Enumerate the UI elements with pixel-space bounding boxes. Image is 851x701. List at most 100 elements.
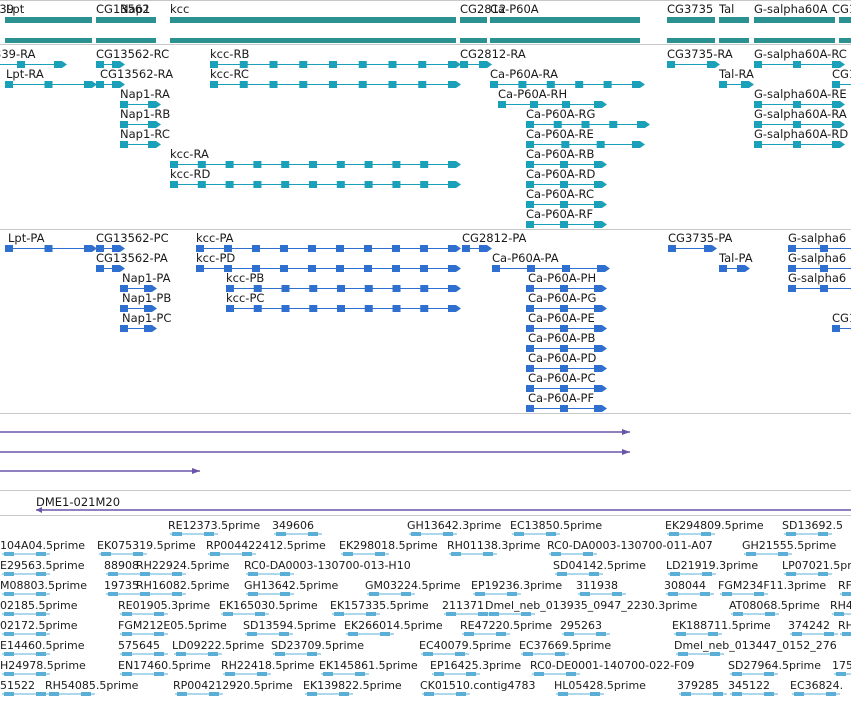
- est-label[interactable]: RH16082.5prime: [136, 579, 230, 592]
- est-label[interactable]: EK157335.5prime: [330, 599, 429, 612]
- est-label[interactable]: H24978.5prime: [0, 659, 86, 672]
- est-label[interactable]: 88908: [104, 559, 139, 572]
- est-feature[interactable]: LD09222.5prime: [172, 639, 264, 656]
- est-feature[interactable]: RH01138.3prime: [447, 539, 541, 556]
- transcript-feature-label[interactable]: CG13562-RA: [100, 67, 173, 81]
- est-feature[interactable]: RH22924.5prime: [136, 559, 230, 576]
- est-feature[interactable]: RE47220.5prime: [460, 619, 552, 636]
- protein-feature[interactable]: Ca-P60A-PD: [526, 351, 607, 372]
- gene-label[interactable]: CG3735: [667, 2, 713, 16]
- est-feature[interactable]: M08803.5prime: [0, 579, 87, 596]
- est-label[interactable]: EC40079.5prime: [419, 639, 511, 652]
- est-feature[interactable]: Dmel_neb_013447_0152_276: [674, 639, 837, 656]
- est-label[interactable]: 02185.5prime: [0, 599, 78, 612]
- est-feature[interactable]: RH: [838, 619, 851, 636]
- protein-feature-label[interactable]: Ca-P60A-PF: [528, 391, 594, 405]
- transcript-feature-label[interactable]: Ca-P60A-RB: [526, 147, 595, 161]
- protein-feature[interactable]: Ca-P60A-PE: [526, 311, 607, 332]
- est-label[interactable]: EC37669.5prime: [519, 639, 611, 652]
- contig-feature[interactable]: [0, 449, 630, 455]
- est-label[interactable]: HL05428.5prime: [554, 679, 646, 692]
- transcript-feature-label[interactable]: Nap1-RA: [120, 87, 170, 101]
- protein-feature-label[interactable]: G-salpha6: [788, 231, 846, 245]
- transcript-feature-label[interactable]: G-salpha60A-RC: [754, 47, 847, 61]
- est-feature[interactable]: E14460.5prime: [0, 639, 85, 656]
- gene-bar[interactable]: [120, 17, 156, 23]
- gene-bar-lower[interactable]: [490, 38, 640, 43]
- transcript-feature[interactable]: 339-RA: [0, 47, 67, 68]
- transcript-feature-label[interactable]: 339-RA: [0, 47, 36, 61]
- est-feature[interactable]: SD13594.5prime: [243, 619, 336, 636]
- est-label[interactable]: SD04142.5prime: [553, 559, 646, 572]
- transcript-feature[interactable]: Nap1-RA: [120, 87, 170, 108]
- est-feature[interactable]: GH21555.5prime: [742, 539, 837, 556]
- est-feature[interactable]: RH22418.5prime: [221, 659, 315, 676]
- est-feature[interactable]: EN17460.5prime: [118, 659, 211, 676]
- est-feature[interactable]: EK266014.5prime: [344, 619, 443, 636]
- est-label[interactable]: RH01138.3prime: [447, 539, 541, 552]
- est-label[interactable]: RH54085.5prime: [45, 679, 139, 692]
- est-label[interactable]: SD13692.5: [782, 519, 843, 532]
- est-label[interactable]: 104A04.5prime: [0, 539, 85, 552]
- est-label[interactable]: SD23709.5prime: [271, 639, 364, 652]
- protein-feature-label[interactable]: Nap1-PC: [122, 311, 171, 325]
- est-feature[interactable]: EP16425.3prime: [430, 659, 521, 676]
- est-feature[interactable]: SD27964.5prime: [728, 659, 821, 676]
- transcript-feature-label[interactable]: Ca-P60A-RG: [526, 107, 595, 121]
- gene-bar[interactable]: [667, 17, 715, 23]
- transcript-feature[interactable]: Ca-P60A-RD: [526, 167, 607, 188]
- transcript-feature-label[interactable]: G-salpha60A-RE: [754, 87, 847, 101]
- est-label[interactable]: 374242: [788, 619, 830, 632]
- gene-bar-lower[interactable]: [96, 38, 120, 43]
- est-label[interactable]: EC36824.: [790, 679, 843, 692]
- est-feature[interactable]: EK165030.5prime: [219, 599, 318, 616]
- est-label[interactable]: RH4: [830, 599, 851, 612]
- gene-label[interactable]: Ca-P60A: [490, 2, 539, 16]
- transcript-feature-label[interactable]: kcc-RB: [210, 47, 249, 61]
- est-label[interactable]: GH13642.5prime: [244, 579, 339, 592]
- est-label[interactable]: EK075319.5prime: [97, 539, 196, 552]
- protein-feature[interactable]: Ca-P60A-PH: [526, 271, 607, 292]
- est-label[interactable]: 311938: [576, 579, 618, 592]
- est-feature[interactable]: 349606: [272, 519, 322, 536]
- transcript-feature[interactable]: G-salpha60A-RE: [754, 87, 847, 108]
- est-label[interactable]: 51522: [0, 679, 35, 692]
- est-feature[interactable]: LD21919.3prime: [666, 559, 758, 576]
- transcript-feature[interactable]: CG1: [832, 67, 851, 88]
- contig-label[interactable]: DME1-021M20: [36, 495, 120, 509]
- est-label[interactable]: 345122: [728, 679, 770, 692]
- protein-feature-label[interactable]: Tal-PA: [718, 251, 753, 265]
- gene-label[interactable]: CG2812: [460, 2, 506, 16]
- est-label[interactable]: E29563.5prime: [0, 559, 85, 572]
- est-feature[interactable]: RC0-DA0003-130700-011-A07: [547, 539, 713, 556]
- transcript-feature-label[interactable]: G-salpha60A-RD: [754, 127, 848, 141]
- est-label[interactable]: RH22418.5prime: [221, 659, 315, 672]
- transcript-feature-label[interactable]: G-salpha60A-RA: [754, 107, 847, 121]
- est-feature[interactable]: RP004422412.5prime: [206, 539, 326, 556]
- est-feature[interactable]: EK157335.5prime: [330, 599, 429, 616]
- protein-feature-label[interactable]: Nap1-PB: [122, 291, 171, 305]
- gene-bar[interactable]: [839, 17, 851, 23]
- est-feature[interactable]: 211371: [442, 599, 492, 616]
- transcript-feature[interactable]: G-salpha60A-RC: [754, 47, 847, 68]
- protein-feature-label[interactable]: kcc-PA: [196, 231, 234, 245]
- gene-label[interactable]: 339: [0, 2, 14, 16]
- protein-feature[interactable]: Ca-P60A-PF: [526, 391, 607, 412]
- transcript-feature-label[interactable]: CG1: [832, 67, 851, 81]
- est-label[interactable]: Dmel_neb_013447_0152_276: [674, 639, 837, 652]
- protein-feature[interactable]: Nap1-PC: [120, 311, 171, 332]
- est-feature[interactable]: RF: [838, 579, 851, 596]
- est-label[interactable]: 349606: [272, 519, 314, 532]
- gene-label[interactable]: G-salpha60A: [754, 2, 828, 16]
- est-feature[interactable]: FGM212E05.5prime: [118, 619, 227, 636]
- protein-feature[interactable]: Ca-P60A-PA: [492, 251, 610, 272]
- est-feature[interactable]: AT08068.5prime: [729, 599, 820, 616]
- est-label[interactable]: EK266014.5prime: [344, 619, 443, 632]
- est-feature[interactable]: SD23709.5prime: [271, 639, 364, 656]
- est-feature[interactable]: 308044: [664, 579, 714, 596]
- est-feature[interactable]: FGM234F11.3prime: [718, 579, 826, 596]
- protein-feature[interactable]: kcc-PA: [196, 231, 461, 252]
- est-feature[interactable]: EK298018.5prime: [339, 539, 438, 556]
- gene-bar[interactable]: [170, 17, 456, 23]
- protein-feature[interactable]: Nap1-PA: [120, 271, 171, 292]
